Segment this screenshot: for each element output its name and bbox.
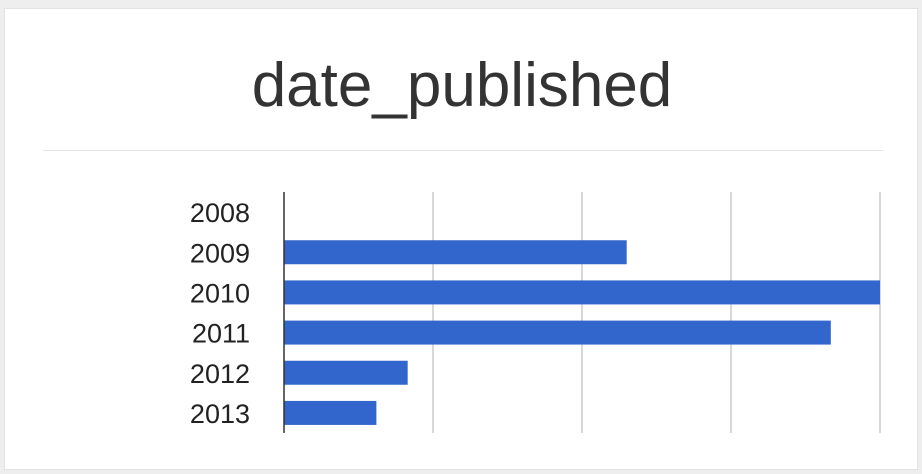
bar-2010[interactable] bbox=[284, 280, 880, 305]
chart-card: date_published 2008 2009 2010 2011 2012 2013 bbox=[4, 8, 918, 470]
bar-2012[interactable] bbox=[284, 360, 408, 385]
y-tick-label: 2013 bbox=[190, 399, 250, 429]
title-divider bbox=[43, 150, 883, 151]
bar-chart: 2008 2009 2010 2011 2012 2013 bbox=[190, 192, 881, 433]
y-tick-label: 2011 bbox=[192, 319, 250, 349]
chart-title: date_published bbox=[251, 51, 673, 120]
bar-2011[interactable] bbox=[284, 320, 831, 345]
bar-2013[interactable] bbox=[284, 400, 377, 425]
y-tick-label: 2012 bbox=[190, 359, 250, 389]
bar-2009[interactable] bbox=[284, 240, 627, 265]
y-tick-label: 2009 bbox=[190, 238, 250, 268]
y-tick-label: 2008 bbox=[190, 198, 250, 228]
y-tick-label: 2010 bbox=[190, 278, 250, 308]
